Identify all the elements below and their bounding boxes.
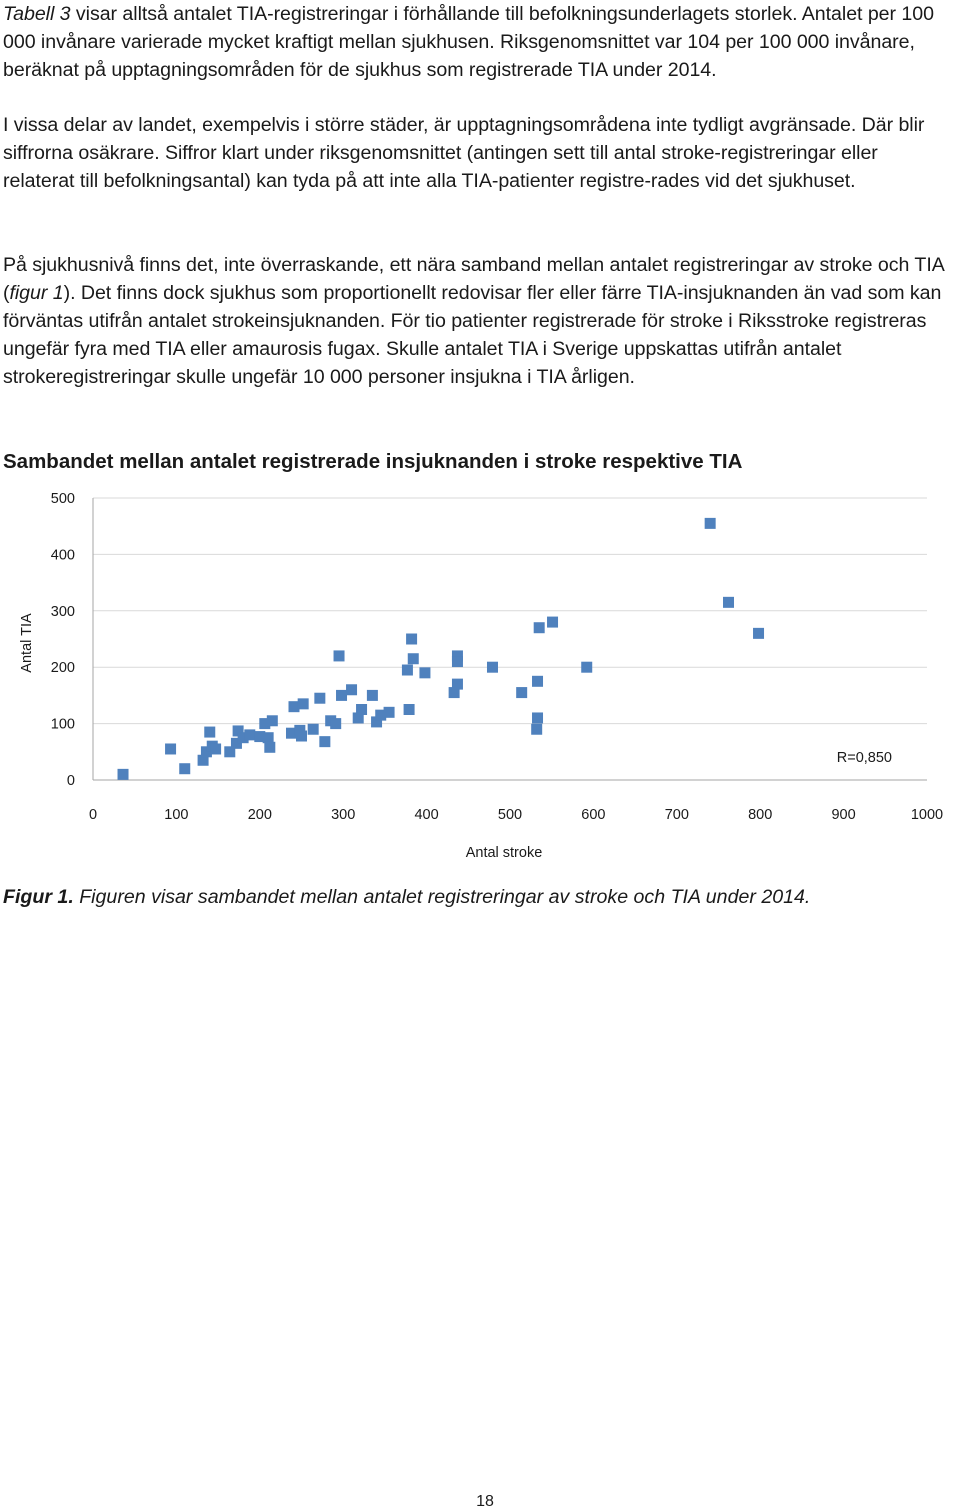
- data-point: [204, 726, 216, 738]
- data-point: [486, 661, 498, 673]
- data-point: [307, 723, 319, 735]
- data-point: [532, 712, 544, 724]
- data-point: [224, 746, 236, 758]
- data-point: [451, 650, 463, 662]
- x-tick-label: 700: [665, 807, 689, 823]
- data-point: [704, 517, 716, 529]
- data-point: [288, 701, 300, 713]
- data-point: [330, 718, 342, 730]
- chart-svg: 0 100 200 300 400 500 0 100 200 300 400 500 600 700 80…: [19, 491, 943, 861]
- data-point: [533, 622, 545, 634]
- x-tick-label: 800: [748, 807, 772, 823]
- data-point: [179, 763, 191, 775]
- data-point: [200, 746, 212, 758]
- data-point: [336, 689, 348, 701]
- data-point: [406, 633, 418, 645]
- paragraph-3-text-after: ). Det finns dock sjukhus som proportion…: [3, 282, 942, 388]
- data-point: [254, 731, 266, 743]
- data-point: [232, 725, 244, 737]
- caption-label: Figur 1.: [3, 886, 74, 908]
- paragraph-2: I vissa delar av landet, exempelvis i st…: [3, 111, 953, 195]
- data-point: [403, 704, 415, 715]
- correlation-annotation: R=0,850: [837, 750, 892, 766]
- y-tick-label: 300: [51, 604, 75, 620]
- data-point: [753, 627, 765, 639]
- x-tick-label: 200: [248, 807, 272, 823]
- data-point: [451, 656, 463, 668]
- scatter-chart: 0 100 200 300 400 500 0 100 200 300 400 500 600 700 80…: [0, 480, 960, 870]
- caption-text: Figuren visar sambandet mellan antalet r…: [73, 886, 811, 908]
- table-reference: Tabell 3: [3, 3, 71, 25]
- paragraph-1: Tabell 3 visar alltså antalet TIA-regist…: [3, 0, 953, 84]
- y-tick-label: 400: [51, 547, 75, 563]
- data-point: [237, 732, 249, 744]
- data-point: [723, 596, 735, 608]
- paragraph-3-text-before: På sjukhusnivå finns det, inte överraska…: [3, 254, 944, 304]
- data-point: [210, 743, 222, 755]
- data-point: [375, 709, 387, 721]
- data-point: [296, 730, 307, 742]
- data-point: [531, 723, 543, 735]
- y-axis-title: Antal TIA: [19, 613, 35, 673]
- data-point: [532, 675, 544, 687]
- chart-heading: Sambandet mellan antalet registrerade in…: [3, 450, 743, 473]
- paragraph-3: På sjukhusnivå finns det, inte överraska…: [3, 251, 953, 391]
- x-tick-label: 900: [831, 807, 855, 823]
- data-point: [448, 687, 460, 699]
- data-point: [230, 737, 242, 749]
- data-point: [401, 664, 413, 676]
- data-point: [165, 743, 177, 755]
- data-point: [346, 684, 358, 696]
- data-point: [259, 718, 271, 730]
- y-tick-label: 500: [51, 491, 75, 507]
- x-tick-label: 0: [89, 807, 97, 823]
- data-point: [319, 736, 331, 748]
- data-point: [451, 678, 463, 690]
- page-number: 18: [476, 1493, 494, 1510]
- x-tick-label: 400: [414, 807, 438, 823]
- x-tick-label: 100: [164, 807, 188, 823]
- data-point: [356, 704, 368, 715]
- x-axis-title: Antal stroke: [466, 845, 543, 861]
- data-point: [407, 653, 419, 665]
- paragraph-2-text: I vissa delar av landet, exempelvis i st…: [3, 114, 925, 192]
- data-point: [297, 698, 309, 710]
- data-point: [581, 661, 593, 673]
- x-tick-label: 500: [498, 807, 522, 823]
- data-point: [262, 732, 274, 744]
- data-point: [352, 712, 364, 724]
- x-tick-label: 600: [581, 807, 605, 823]
- y-tick-label: 100: [51, 717, 75, 733]
- data-point: [383, 706, 395, 718]
- data-point: [264, 741, 276, 753]
- data-point: [371, 716, 383, 728]
- data-point: [547, 616, 559, 628]
- data-point: [244, 729, 256, 741]
- data-point: [333, 650, 345, 662]
- data-point: [266, 715, 278, 727]
- figure-caption: Figur 1. Figuren visar sambandet mellan …: [3, 883, 810, 911]
- data-point: [285, 727, 297, 739]
- y-tick-label: 200: [51, 660, 75, 676]
- data-point: [419, 667, 431, 679]
- paragraph-1-text: visar alltså antalet TIA-registreringar …: [3, 3, 934, 81]
- figure-reference: figur 1: [9, 282, 64, 304]
- x-tick-label: 1000: [911, 807, 943, 823]
- data-point: [516, 687, 528, 699]
- data-point: [314, 692, 326, 704]
- data-point: [294, 724, 306, 736]
- data-point: [117, 768, 129, 780]
- data-point: [197, 754, 209, 766]
- x-tick-label: 300: [331, 807, 355, 823]
- y-tick-label: 0: [67, 773, 75, 789]
- data-point: [366, 689, 378, 701]
